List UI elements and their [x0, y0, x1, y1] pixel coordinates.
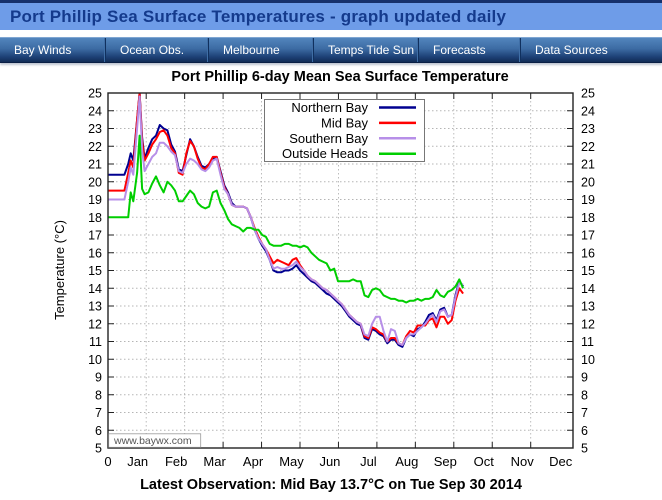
- y-tick-right: 9: [581, 371, 588, 385]
- y-tick-right: 6: [581, 424, 588, 438]
- chart-title: Port Phillip 6-day Mean Sea Surface Temp…: [171, 69, 508, 85]
- x-tick-month: Apr: [243, 454, 264, 469]
- y-tick-right: 19: [581, 193, 595, 207]
- chart-region: www.baywx.com Northern Bay Mid Bay Southern…: [0, 63, 662, 476]
- nav-item-temps-tide-sun[interactable]: Temps Tide Sun: [314, 38, 419, 62]
- y-tick-right: 10: [581, 353, 595, 367]
- y-tick-right: 18: [581, 211, 595, 225]
- y-tick-left: 23: [88, 122, 102, 136]
- y-tick-right: 16: [581, 246, 595, 260]
- y-tick-left: 21: [88, 158, 102, 172]
- nav-item-bay-winds[interactable]: Bay Winds: [0, 38, 106, 62]
- legend-label-4: Outside Heads: [282, 146, 368, 161]
- watermark-text: www.baywx.com: [113, 435, 192, 447]
- plot-border: [107, 92, 574, 449]
- legend-label-2: Mid Bay: [321, 115, 368, 130]
- latest-observation-caption: Latest Observation: Mid Bay 13.7°C on Tu…: [140, 477, 522, 493]
- x-tick-month: Feb: [165, 454, 187, 469]
- y-tick-right: 24: [581, 104, 595, 118]
- nav-item-ocean-obs[interactable]: Ocean Obs.: [106, 38, 209, 62]
- y-tick-left: 16: [88, 246, 102, 260]
- y-tick-right: 15: [581, 264, 595, 278]
- y-tick-left: 15: [88, 264, 102, 278]
- y-tick-left: 17: [88, 229, 102, 243]
- y-tick-left: 20: [88, 175, 102, 189]
- x-tick-month: Jun: [319, 454, 340, 469]
- series-line-outside-heads: [108, 134, 465, 304]
- x-tick-month: Aug: [395, 454, 418, 469]
- nav-item-data-sources[interactable]: Data Sources: [535, 43, 608, 57]
- x-tick-month: May: [279, 454, 304, 469]
- y-tick-left: 5: [95, 442, 102, 456]
- legend-label-1: Northern Bay: [291, 100, 368, 115]
- nav-item-forecasts[interactable]: Forecasts: [419, 38, 521, 62]
- y-tick-right: 21: [581, 158, 595, 172]
- watermark-box: [108, 433, 202, 448]
- y-tick-left: 24: [88, 104, 102, 118]
- series-line-southern-bay: [108, 95, 464, 346]
- y-tick-right: 11: [581, 335, 594, 349]
- y-tick-right: 5: [581, 442, 588, 456]
- top-border-strip: [0, 0, 662, 3]
- y-tick-left: 11: [89, 335, 102, 349]
- y-tick-left: 13: [88, 300, 102, 314]
- y-tick-right: 22: [581, 140, 595, 154]
- x-tick-month: Nov: [511, 454, 535, 469]
- y-tick-right: 7: [581, 406, 588, 420]
- y-tick-right: 13: [581, 300, 595, 314]
- x-tick-month: Dec: [549, 454, 573, 469]
- y-tick-left: 22: [88, 140, 102, 154]
- y-axis-label: Temperature (°C): [52, 220, 67, 320]
- y-tick-left: 6: [95, 424, 102, 438]
- y-tick-left: 10: [88, 353, 102, 367]
- x-tick-month: Jul: [360, 454, 377, 469]
- y-tick-right: 23: [581, 122, 595, 136]
- y-tick-right: 14: [581, 282, 595, 296]
- y-tick-right: 12: [581, 317, 595, 331]
- y-tick-left: 12: [88, 317, 102, 331]
- y-tick-left: 25: [88, 87, 102, 101]
- x-tick-month: Sep: [434, 454, 457, 469]
- main-navigation: Bay Winds Ocean Obs. Melbourne Temps Tid…: [0, 37, 662, 63]
- y-tick-right: 20: [581, 175, 595, 189]
- x-tick-month: Oct: [474, 454, 495, 469]
- nav-item-melbourne[interactable]: Melbourne: [209, 38, 314, 62]
- legend-label-3: Southern Bay: [289, 131, 368, 146]
- y-tick-right: 8: [581, 388, 588, 402]
- page-title: Port Phillip Sea Surface Temperatures - …: [10, 6, 507, 26]
- x-origin-label: 0: [104, 454, 111, 469]
- y-tick-left: 7: [95, 406, 102, 420]
- page-header: Port Phillip Sea Surface Temperatures - …: [0, 3, 662, 30]
- y-tick-left: 9: [95, 371, 102, 385]
- y-tick-right: 25: [581, 87, 595, 101]
- y-tick-right: 17: [581, 229, 595, 243]
- x-tick-month: Mar: [203, 454, 226, 469]
- header-gap: [0, 30, 662, 37]
- y-tick-left: 14: [88, 282, 102, 296]
- y-tick-left: 8: [95, 388, 102, 402]
- y-tick-left: 19: [88, 193, 102, 207]
- x-tick-month: Jan: [127, 454, 148, 469]
- y-tick-left: 18: [88, 211, 102, 225]
- data-series: [108, 93, 465, 348]
